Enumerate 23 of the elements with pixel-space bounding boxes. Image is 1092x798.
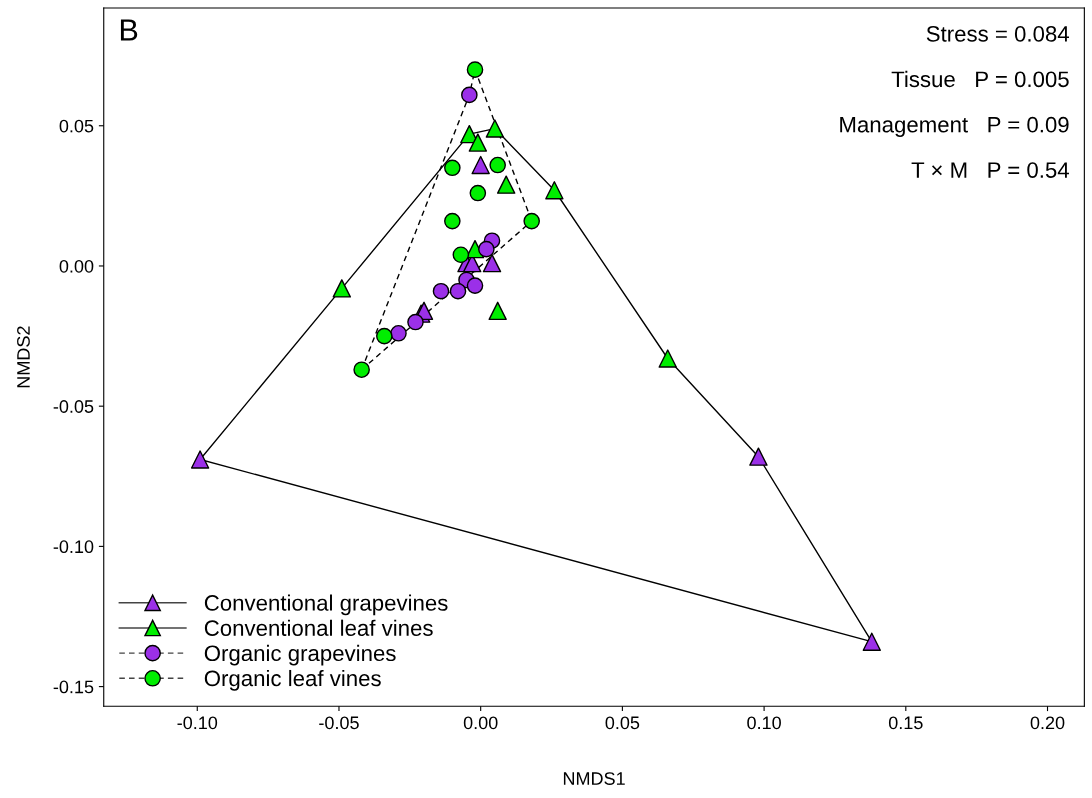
- annotation: Tissue P = 0.005: [891, 70, 1069, 88]
- x-axis-title: NMDS1: [563, 772, 625, 785]
- legend-label: Organic leaf vines: [204, 669, 381, 691]
- y-axis-title: NMDS2: [17, 326, 30, 388]
- x-tick-label: 0.20: [1030, 716, 1065, 730]
- annotation: Stress = 0.084: [926, 26, 1069, 42]
- legend-label: Organic grapevines: [204, 644, 396, 666]
- y-tick-label: -0.15: [53, 680, 94, 694]
- x-tick-label: 0.15: [888, 716, 923, 730]
- y-tick-label: -0.10: [53, 540, 94, 554]
- x-tick-label: 0.10: [747, 716, 781, 730]
- x-tick-label: -0.05: [319, 716, 359, 730]
- annotation: Management P = 0.09: [840, 116, 1069, 137]
- y-tick-label: 0.05: [59, 119, 94, 133]
- annotation: B: [120, 19, 138, 41]
- x-tick-label: 0.00: [463, 716, 498, 730]
- x-tick-label: 0.05: [605, 716, 640, 730]
- legend-label: Conventional grapevines: [204, 594, 448, 616]
- annotation: T × M P = 0.54: [911, 162, 1069, 178]
- y-tick-label: 0.00: [59, 259, 94, 273]
- y-tick-label: -0.05: [53, 400, 94, 413]
- legend-label: Conventional leaf vines: [204, 619, 433, 636]
- x-tick-label: -0.10: [177, 716, 218, 730]
